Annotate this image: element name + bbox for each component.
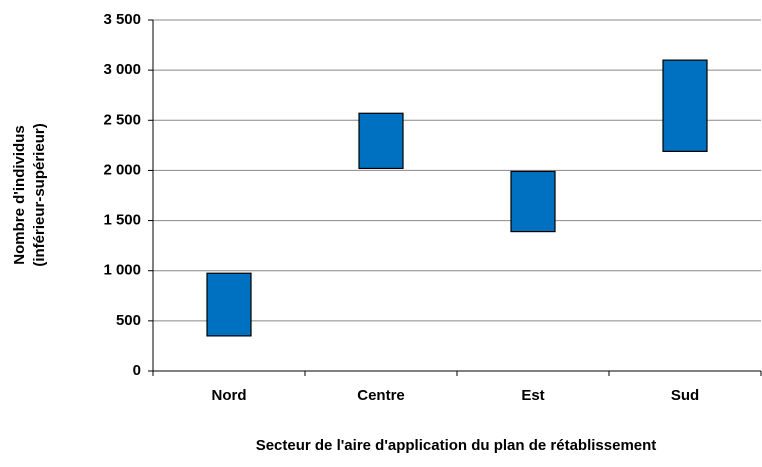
y-axis-label: (inférieur-supérieur) — [31, 123, 48, 266]
y-axis-label: Nombre d'individus — [11, 125, 28, 264]
x-tick-label: Centre — [357, 387, 405, 404]
y-tick-label: 2 500 — [103, 111, 141, 128]
x-tick-label: Sud — [671, 387, 699, 404]
y-tick-label: 500 — [116, 312, 141, 329]
x-tick-label: Est — [521, 387, 544, 404]
x-axis-label: Secteur de l'aire d'application du plan … — [256, 437, 657, 454]
y-tick-label: 3 500 — [103, 11, 141, 28]
bar — [206, 272, 252, 337]
bar — [510, 170, 556, 233]
bar — [358, 112, 404, 170]
y-tick-label: 0 — [133, 362, 141, 379]
bar — [662, 59, 708, 152]
y-tick-label: 1 000 — [103, 262, 141, 279]
y-tick-label: 2 000 — [103, 161, 141, 178]
y-tick-label: 3 000 — [103, 61, 141, 78]
x-tick-label: Nord — [212, 387, 247, 404]
y-tick-label: 1 500 — [103, 212, 141, 229]
